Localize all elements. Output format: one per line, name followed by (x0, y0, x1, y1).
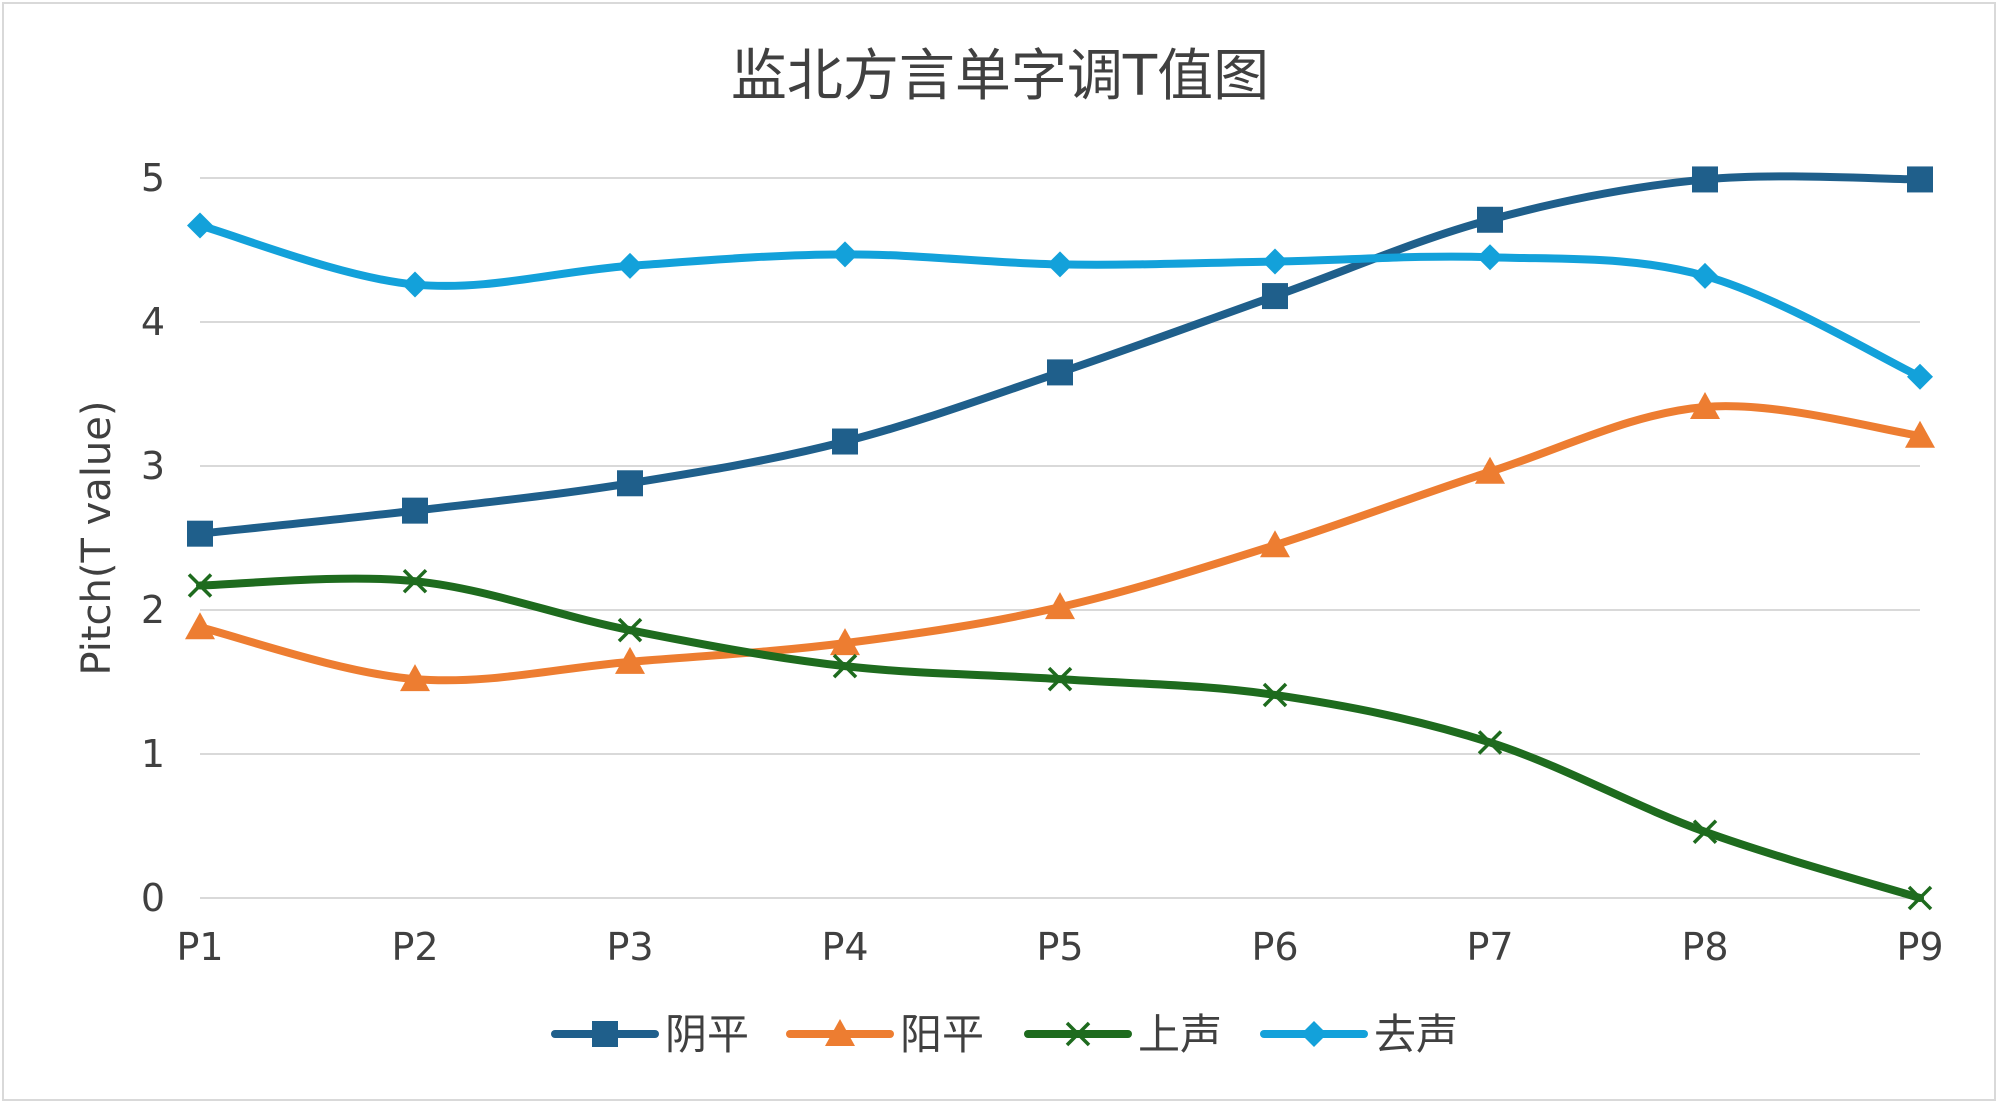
data-point-P1 (187, 573, 213, 598)
legend-item-2: 阳平 (786, 1010, 984, 1059)
data-point-P8 (1692, 819, 1718, 844)
legend-marker (592, 1021, 618, 1047)
legend-marker (1301, 1021, 1327, 1047)
data-point-P8 (1692, 262, 1718, 289)
data-point-P6 (1260, 530, 1290, 558)
y-tick-label: 4 (141, 300, 165, 344)
y-tick-label: 3 (141, 444, 165, 488)
series-line (196, 402, 1924, 685)
data-point-P6 (1262, 283, 1288, 310)
data-point-P3 (617, 470, 643, 497)
data-point-P3 (615, 646, 645, 674)
legend-marker (1065, 1021, 1091, 1047)
legend-label: 上声 (1138, 1010, 1222, 1059)
data-point-P7 (1477, 206, 1503, 233)
data-point-P4 (832, 653, 858, 679)
y-tick-label: 5 (141, 156, 165, 200)
y-tick-label: 1 (141, 732, 165, 776)
x-tick-label-P5: P5 (1036, 925, 1083, 969)
data-point-P8 (1690, 391, 1720, 419)
data-point-P7 (1477, 730, 1503, 755)
chart-title: 监北方言单字调T值图 (731, 44, 1269, 109)
legend-item-3: 上声 (1024, 1010, 1222, 1059)
legend-label: 去声 (1374, 1010, 1458, 1059)
legend-item-4: 去声 (1260, 1010, 1458, 1059)
y-tick-label: 0 (141, 876, 165, 920)
data-point-P5 (1047, 666, 1073, 692)
series-line (196, 574, 1924, 902)
x-tick-label-P7: P7 (1466, 925, 1513, 969)
series-line (196, 221, 1924, 381)
data-point-P5 (1045, 592, 1075, 620)
y-tick-label: 2 (141, 588, 165, 632)
x-tick-label-P4: P4 (821, 925, 868, 969)
data-point-P1 (185, 612, 215, 640)
y-axis-label: Pitch(T value) (74, 401, 120, 676)
data-point-P9 (1907, 166, 1933, 193)
data-point-P2 (402, 497, 428, 524)
data-point-P5 (1047, 251, 1073, 278)
legend-item-1: 阴平 (551, 1010, 749, 1059)
data-point-P5 (1047, 359, 1073, 386)
x-tick-label-P6: P6 (1251, 925, 1298, 969)
data-point-P9 (1907, 885, 1933, 911)
data-point-P8 (1692, 166, 1718, 193)
data-point-P9 (1907, 363, 1933, 390)
data-point-P3 (617, 617, 643, 643)
data-point-P4 (830, 628, 860, 656)
legend-marker (825, 1019, 855, 1046)
legend-label: 阴平 (665, 1010, 749, 1059)
data-point-P7 (1475, 456, 1505, 484)
x-axis-ticks: P1 P2 P3 P4 P5 P6 P7 P8 P9 (176, 925, 1943, 969)
data-point-P6 (1262, 682, 1288, 708)
x-tick-label-P2: P2 (391, 925, 438, 969)
data-point-P3 (617, 252, 643, 279)
gridlines (200, 177, 1920, 899)
data-point-P2 (402, 568, 428, 594)
data-point-P7 (1477, 244, 1503, 271)
x-tick-label-P8: P8 (1681, 925, 1728, 969)
series-2 (185, 391, 1935, 692)
data-point-P4 (832, 428, 858, 455)
x-tick-label-P9: P9 (1896, 925, 1943, 969)
data-point-P1 (187, 212, 213, 239)
series-lines (185, 166, 1935, 911)
data-point-P1 (187, 520, 213, 547)
data-point-P9 (1905, 420, 1935, 448)
legend-label: 阳平 (900, 1010, 984, 1059)
data-point-P6 (1262, 248, 1288, 275)
data-point-P2 (400, 664, 430, 692)
x-tick-label-P3: P3 (606, 925, 653, 969)
data-point-P2 (402, 271, 428, 298)
series-4 (187, 212, 1933, 390)
data-point-P4 (832, 241, 858, 268)
x-tick-label-P1: P1 (176, 925, 223, 969)
y-axis-ticks: 0 1 2 3 4 5 (141, 156, 165, 920)
legend: 阴平 阳平 上声 去声 (551, 1010, 1458, 1059)
series-1 (187, 166, 1933, 547)
series-line (196, 172, 1924, 538)
series-3 (187, 568, 1933, 911)
